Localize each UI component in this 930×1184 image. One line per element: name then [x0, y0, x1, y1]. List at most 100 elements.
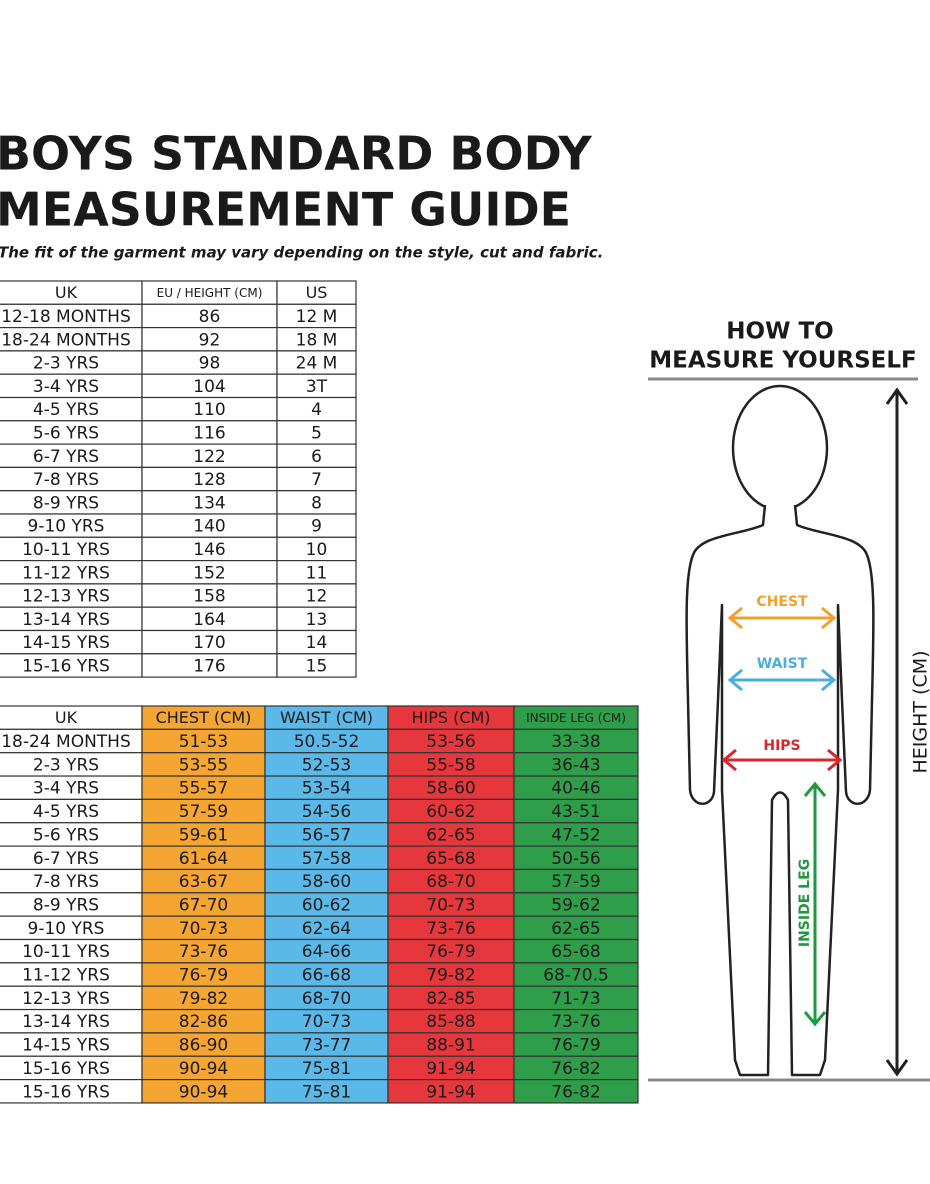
cell-text: 4-5 YRS — [33, 802, 99, 822]
cell-text: 140 — [193, 517, 225, 537]
cell-text: 53-54 — [302, 779, 351, 799]
cell-text: 40-46 — [551, 779, 600, 799]
cell-text: 110 — [193, 400, 225, 420]
cell-text: 43-51 — [551, 802, 600, 822]
cell-text: 170 — [193, 633, 225, 653]
column-header: WAIST (CM) — [280, 708, 373, 727]
cell-text: 68-70.5 — [543, 966, 609, 986]
cell-text: 63-67 — [179, 872, 228, 892]
cell-text: 18-24 MONTHS — [1, 330, 131, 350]
cell-text: 11 — [306, 563, 328, 583]
cell-text: 60-62 — [426, 802, 475, 822]
cell-text: 12 M — [296, 307, 338, 327]
cell-text: 92 — [199, 330, 221, 350]
cell-text: 146 — [193, 540, 225, 560]
column-header: US — [306, 283, 328, 302]
cell-text: 12-18 MONTHS — [1, 307, 131, 327]
cell-text: 2-3 YRS — [33, 354, 99, 374]
cell-text: 91-94 — [426, 1059, 475, 1079]
cell-text: 75-81 — [302, 1059, 351, 1079]
cell-text: 56-57 — [302, 825, 351, 845]
cell-text: 7-8 YRS — [33, 470, 99, 490]
cell-text: 5-6 YRS — [33, 825, 99, 845]
cell-text: 18-24 MONTHS — [1, 732, 131, 752]
cell-text: 65-68 — [551, 942, 600, 962]
cell-text: 12 — [306, 587, 328, 607]
diagram-title: HOW TO — [726, 319, 833, 345]
cell-text: 90-94 — [179, 1059, 228, 1079]
column-header: EU / HEIGHT (CM) — [157, 286, 263, 300]
cell-text: 65-68 — [426, 849, 475, 869]
cell-text: 55-58 — [426, 755, 475, 775]
cell-text: 7-8 YRS — [33, 872, 99, 892]
diagram: HOW TO MEASURE YOURSELF CHEST WAIST HIPS… — [648, 319, 930, 1082]
cell-text: 12-13 YRS — [22, 587, 110, 607]
cell-text: 59-62 — [551, 895, 600, 915]
cell-text: 54-56 — [302, 802, 351, 822]
cell-text: 158 — [193, 587, 225, 607]
cell-text: 73-76 — [179, 942, 228, 962]
cell-text: 14-15 YRS — [22, 633, 110, 653]
cell-text: 15-16 YRS — [22, 656, 110, 676]
cell-text: 7 — [311, 470, 322, 490]
cell-text: 10-11 YRS — [22, 540, 110, 560]
cell-text: 5-6 YRS — [33, 423, 99, 443]
cell-text: 73-76 — [551, 1012, 600, 1032]
cell-text: 134 — [193, 493, 225, 513]
chest-arrow — [727, 606, 837, 630]
cell-text: 57-59 — [551, 872, 600, 892]
cell-text: 9-10 YRS — [28, 517, 105, 537]
head — [731, 384, 829, 512]
cell-text: 76-79 — [179, 966, 228, 986]
cell-text: 4 — [311, 400, 322, 420]
column-header: INSIDE LEG (CM) — [526, 711, 626, 725]
cell-text: 86 — [199, 307, 221, 327]
cell-text: 2-3 YRS — [33, 755, 99, 775]
cell-text: 76-79 — [426, 942, 475, 962]
cell-text: 68-70 — [302, 989, 351, 1009]
cell-text: 3-4 YRS — [33, 377, 99, 397]
leg-label: INSIDE LEG — [797, 859, 813, 947]
cell-text: 128 — [193, 470, 225, 490]
chest-label: CHEST — [756, 594, 808, 610]
cell-text: 116 — [193, 423, 225, 443]
cell-text: 3T — [306, 377, 328, 397]
title-line: MEASUREMENT GUIDE — [0, 183, 571, 237]
cell-text: 122 — [193, 447, 225, 467]
body — [685, 504, 875, 1077]
cell-text: 5 — [311, 423, 322, 443]
cell-text: 8-9 YRS — [33, 895, 99, 915]
cell-text: 15 — [306, 656, 328, 676]
cell-text: 86-90 — [179, 1036, 228, 1056]
column-header: HIPS (CM) — [411, 708, 490, 727]
cell-text: 18 M — [296, 330, 338, 350]
cell-text: 164 — [193, 610, 225, 630]
cell-text: 47-52 — [551, 825, 600, 845]
subtitle: The fit of the garment may vary dependin… — [0, 244, 603, 262]
cell-text: 10 — [306, 540, 328, 560]
cell-text: 104 — [193, 377, 225, 397]
cell-text: 4-5 YRS — [33, 400, 99, 420]
cell-text: 14-15 YRS — [22, 1036, 110, 1056]
cell-text: 14 — [306, 633, 328, 653]
cell-text: 98 — [199, 354, 221, 374]
height-arrow — [885, 387, 909, 1077]
cell-text: 57-59 — [179, 802, 228, 822]
cell-text: 73-77 — [302, 1036, 351, 1056]
cell-text: 15-16 YRS — [22, 1082, 110, 1102]
waist-arrow — [727, 668, 837, 692]
hips-label: HIPS — [763, 738, 800, 754]
cell-text: 90-94 — [179, 1082, 228, 1102]
diagram-title: MEASURE YOURSELF — [649, 348, 917, 374]
cell-text: 64-66 — [302, 942, 351, 962]
cell-text: 12-13 YRS — [22, 989, 110, 1009]
measure-table: UK CHEST (CM) WAIST (CM) HIPS (CM) INSIDE LE… — [0, 705, 639, 1104]
cell-text: 58-60 — [426, 779, 475, 799]
cell-text: 75-81 — [302, 1082, 351, 1102]
cell-text: 176 — [193, 656, 225, 676]
cell-text: 85-88 — [426, 1012, 475, 1032]
cell-text: 11-12 YRS — [22, 966, 110, 986]
